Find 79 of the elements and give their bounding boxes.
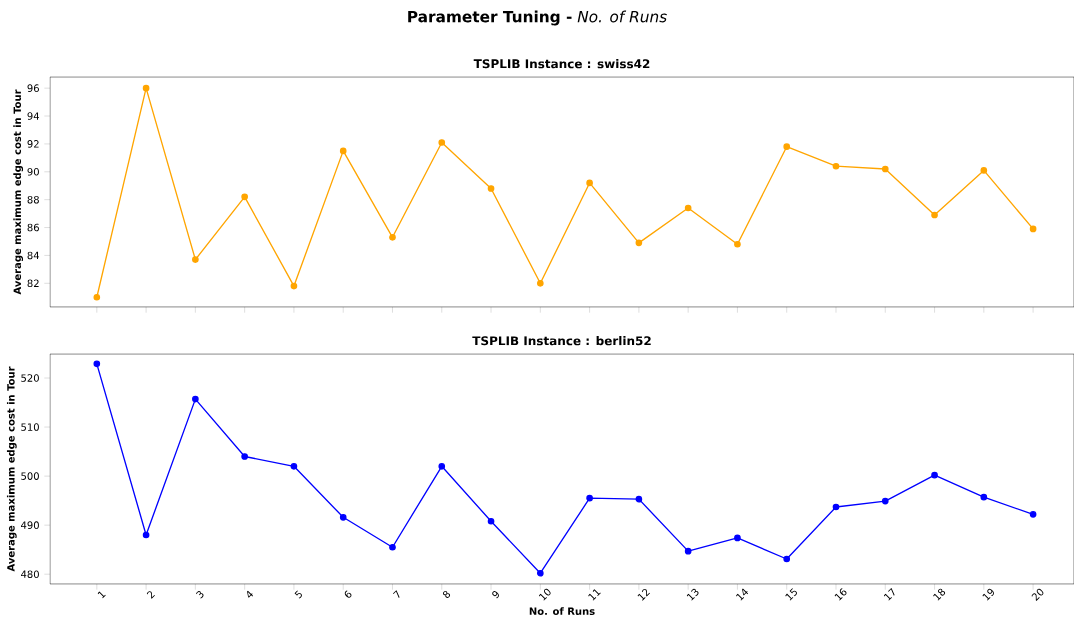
point <box>487 517 495 525</box>
x-tick-label: 6 <box>344 590 352 598</box>
x-tick-label: 13 <box>686 588 699 601</box>
point <box>339 513 347 521</box>
x-tick-label: 14 <box>736 588 749 601</box>
x-tick-label: 16 <box>834 588 847 601</box>
point <box>1029 511 1037 518</box>
point <box>241 193 248 201</box>
point <box>980 493 988 501</box>
x-axis-title: No. of Runs <box>529 607 595 615</box>
x-tick-label: 1 <box>97 591 106 599</box>
x-tick-label: 11 <box>588 589 601 601</box>
point <box>586 494 593 502</box>
point <box>438 139 446 146</box>
point <box>635 239 643 247</box>
point <box>783 555 791 563</box>
x-tick-label: 12 <box>637 588 650 601</box>
x-tick-label: 2 <box>146 591 155 599</box>
point <box>389 543 396 551</box>
y-tick-label: 90 <box>27 168 39 176</box>
x-tick-label: 15 <box>785 588 797 601</box>
x-tick-label: 7 <box>392 590 400 598</box>
point <box>339 147 347 155</box>
x-tick-label: 9 <box>492 591 499 599</box>
point <box>734 534 741 542</box>
x-tick-label: 4 <box>247 590 254 598</box>
point <box>684 204 692 212</box>
x-tick-label: 17 <box>883 587 895 601</box>
y-axis-title: Average maximum edge cost in Tour <box>13 89 24 295</box>
point <box>290 462 298 470</box>
y-tick-label: 88 <box>27 195 39 204</box>
y-tick-label: 94 <box>27 112 40 120</box>
point <box>93 293 101 301</box>
point <box>290 282 298 290</box>
point <box>93 360 101 368</box>
y-tick-label: 84 <box>27 251 40 260</box>
point <box>192 256 199 263</box>
point <box>635 495 643 503</box>
y-tick-label: 86 <box>27 223 39 232</box>
point <box>783 143 791 151</box>
point <box>832 162 840 170</box>
text: Parameter Tuning - No. of Runs <box>408 10 667 26</box>
point <box>881 165 889 173</box>
y-tick-label: 500 <box>21 472 39 480</box>
point <box>931 471 938 479</box>
x-tick-label: 20 <box>1031 588 1044 601</box>
point <box>881 497 889 505</box>
point <box>389 233 396 241</box>
point <box>241 453 248 460</box>
y-tick-label: 480 <box>21 570 39 578</box>
point <box>684 547 692 555</box>
point <box>142 531 150 539</box>
chart-title: TSPLIB Instance : swiss42 <box>473 59 650 69</box>
x-tick-label: 3 <box>196 590 204 599</box>
x-tick-label: 10 <box>538 588 551 601</box>
x-tick-label: 5 <box>294 590 302 599</box>
point <box>931 211 938 219</box>
y-axis-title: Average maximum edge cost in Tour <box>6 366 17 572</box>
x-tick-label: 19 <box>982 588 994 601</box>
point <box>536 279 544 287</box>
chart-title: TSPLIB Instance : berlin52 <box>472 336 651 346</box>
point <box>192 395 199 403</box>
point <box>487 185 495 192</box>
y-tick-label: 96 <box>27 84 39 92</box>
point <box>536 569 544 577</box>
y-tick-label: 510 <box>21 423 39 431</box>
point <box>586 179 593 187</box>
x-tick-label: 8 <box>442 590 451 599</box>
y-tick-label: 520 <box>21 374 39 382</box>
x-tick-label: 18 <box>933 588 946 601</box>
point <box>1029 225 1037 233</box>
point <box>980 167 988 174</box>
point <box>438 462 446 470</box>
y-tick-label: 490 <box>21 521 39 529</box>
point <box>142 84 150 92</box>
point <box>832 503 840 511</box>
point <box>734 240 741 248</box>
y-tick-label: 92 <box>27 140 39 148</box>
y-tick-label: 82 <box>27 279 39 288</box>
